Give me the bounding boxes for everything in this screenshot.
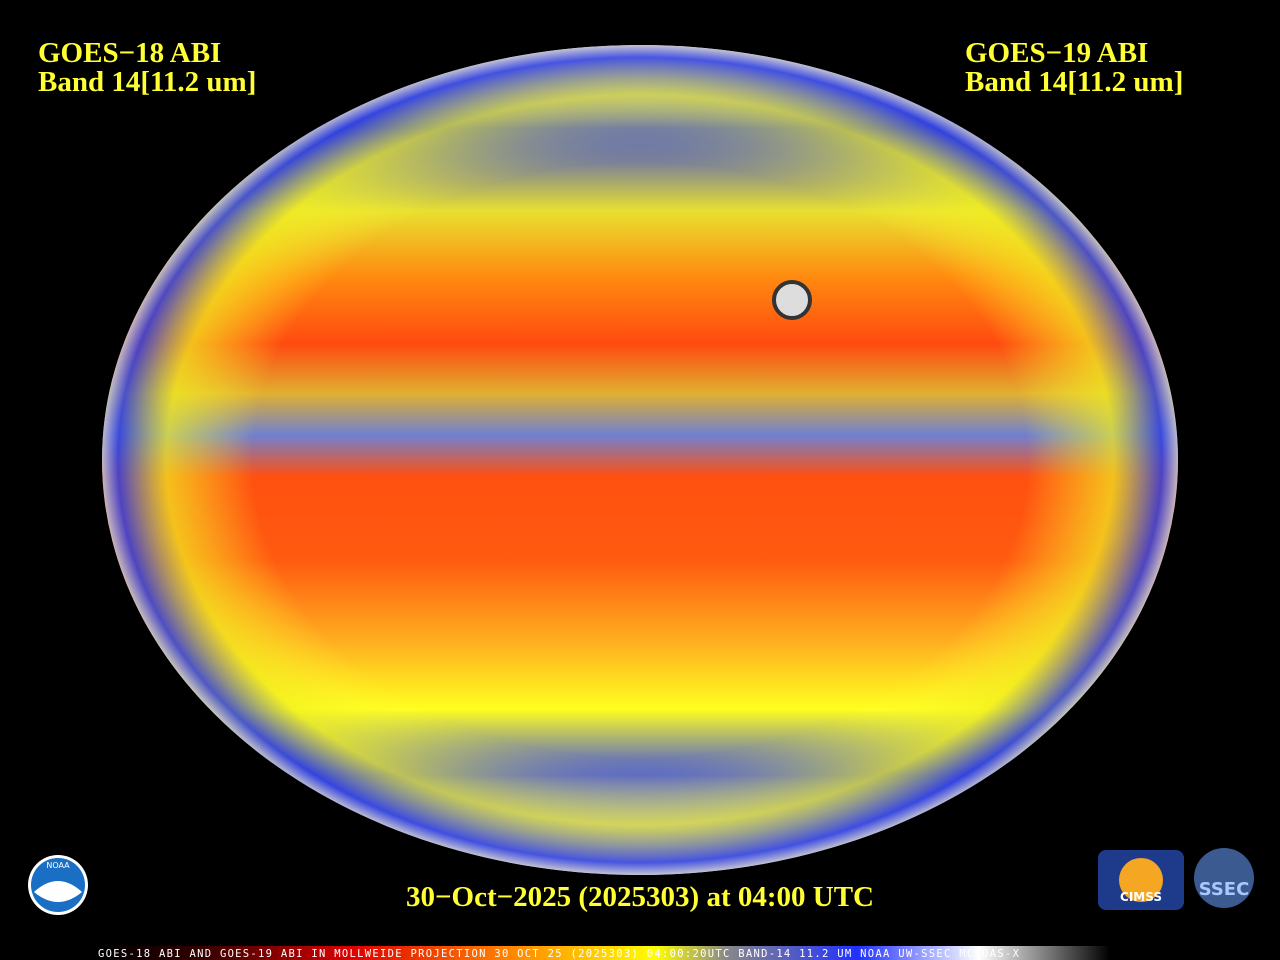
color-bar	[100, 946, 1110, 960]
left-title: GOES−18 ABI	[38, 37, 221, 69]
ssec-label: SSEC	[1199, 879, 1250, 900]
ssec-logo: SSEC	[1194, 848, 1254, 908]
cimss-logo: CIMSS	[1098, 850, 1184, 910]
storm	[772, 280, 812, 320]
footer-text: GOES-18 ABI AND GOES-19 ABI IN MOLLWEIDE…	[98, 948, 1020, 960]
noaa-logo: NOAA	[28, 855, 88, 915]
left-subtitle: Band 14[11.2 um]	[38, 66, 256, 98]
date-caption: 30−Oct−2025 (2025303) at 04:00 UTC	[406, 881, 874, 913]
earth-limb	[102, 45, 1178, 875]
right-title: GOES−19 ABI	[965, 37, 1148, 69]
noaa-label: NOAA	[46, 861, 70, 870]
right-subtitle: Band 14[11.2 um]	[965, 66, 1183, 98]
cimss-label: CIMSS	[1120, 890, 1162, 904]
